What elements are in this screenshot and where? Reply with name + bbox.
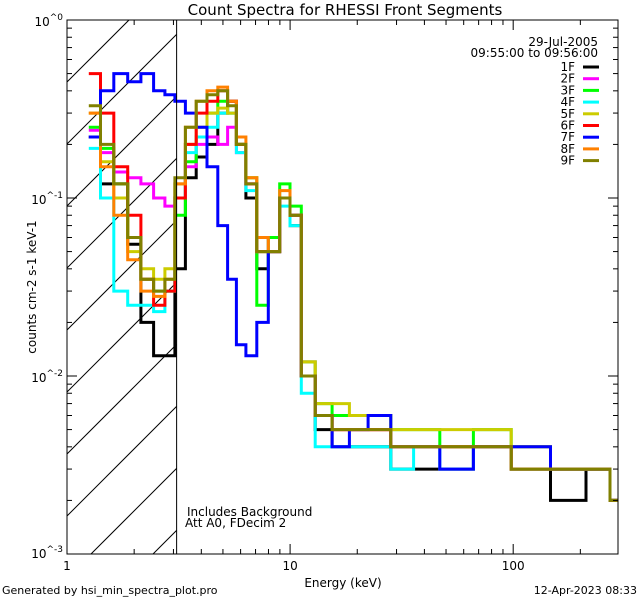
footer-generated-by: Generated by hsi_min_spectra_plot.pro (2, 584, 218, 597)
series-line-4F (88, 111, 618, 502)
series-line-7F (88, 72, 618, 502)
plot-frame (66, 19, 619, 555)
hatch-line (66, 158, 177, 269)
hatch-line (66, 220, 177, 331)
hatched-region (66, 19, 177, 555)
legend-label-7F: 7F (560, 130, 575, 144)
y-tick-label-1e-2: 10^-2 (31, 369, 63, 385)
legend-label-1F: 1F (560, 60, 575, 74)
date-label: 29-Jul-2005 (528, 35, 598, 49)
y-tick-label-1e-1: 10^-1 (31, 191, 63, 207)
legend-label-8F: 8F (560, 142, 575, 156)
series-line-8F (88, 85, 618, 502)
hatch-line (66, 19, 130, 83)
legend-label-4F: 4F (560, 95, 575, 109)
annotation-background: Includes Background (187, 505, 312, 519)
hatch-line (66, 282, 177, 393)
legend-label-3F: 3F (560, 83, 575, 97)
hatch-line (66, 34, 177, 145)
time-range-label: 09:55:00 to 09:56:00 (471, 46, 598, 60)
series-line-6F (88, 72, 618, 502)
series-line-2F (88, 125, 618, 502)
legend-label-9F: 9F (560, 154, 575, 168)
chart-title: Count Spectra for RHESSI Front Segments (188, 1, 503, 19)
series-line-1F (88, 99, 618, 502)
x-axis-label: Energy (keV) (304, 576, 381, 590)
footer-timestamp: 12-Apr-2023 08:33 (534, 584, 637, 597)
y-tick-label-1e0: 10^0 (34, 13, 63, 29)
x-tick-label: 10 (282, 559, 297, 573)
series-line-9F (88, 89, 618, 502)
legend-label-5F: 5F (560, 107, 575, 121)
legend-label-6F: 6F (560, 119, 575, 133)
annotation-attenuator: Att A0, FDecim 2 (185, 516, 286, 530)
hatch-line (66, 96, 177, 207)
hatch-line (66, 344, 177, 455)
y-axis-label: counts cm-2 s-1 keV-1 (25, 220, 39, 353)
y-tick-label-1e-3: 10^-3 (31, 545, 63, 561)
legend-label-2F: 2F (560, 72, 575, 86)
series-line-3F (88, 99, 618, 502)
hatch-line (152, 530, 177, 555)
x-tick-label: 100 (502, 559, 525, 573)
hatch-line (90, 468, 177, 555)
x-tick-label: 1 (63, 559, 71, 573)
hatch-line (66, 406, 177, 517)
